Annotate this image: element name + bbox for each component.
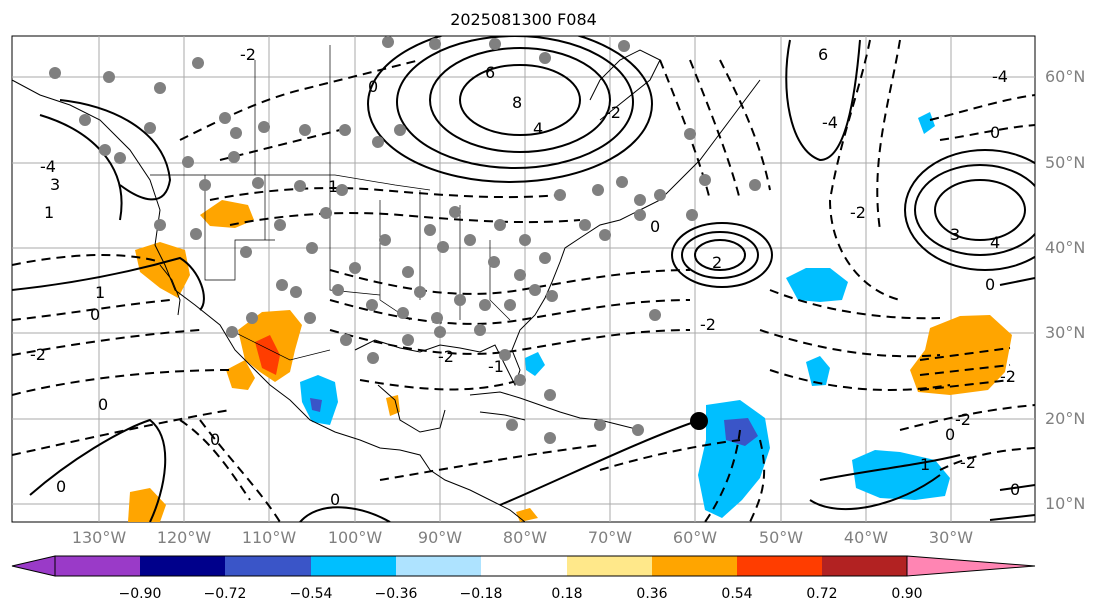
contour-label: 3 xyxy=(950,225,960,244)
lat-label: 10°N xyxy=(1045,494,1086,513)
contour-label: 0 xyxy=(990,123,1000,142)
contour-label: -2 xyxy=(605,103,621,122)
contour-label: 2 xyxy=(712,253,722,272)
lat-label: 40°N xyxy=(1045,238,1086,257)
colorbar-over-arrow xyxy=(906,555,1036,577)
contour-label: 1 xyxy=(44,203,54,222)
lon-label: 130°W xyxy=(71,528,127,547)
colorbar-outline xyxy=(54,555,908,577)
contour-label: 0 xyxy=(945,425,955,444)
contour-label: -2 xyxy=(30,345,46,364)
contour-label: 0 xyxy=(56,477,66,496)
colorbar-bin xyxy=(396,556,481,576)
contour-label: -2 xyxy=(438,347,454,366)
lat-label: 20°N xyxy=(1045,409,1086,428)
contour-label: -2 xyxy=(960,453,976,472)
colorbar xyxy=(11,555,1036,577)
contour-label: 1 xyxy=(328,177,338,196)
contour-label: -2 xyxy=(955,410,971,429)
lon-label: 110°W xyxy=(241,528,297,547)
contour-label: 8 xyxy=(512,93,522,112)
lon-label: 40°W xyxy=(843,528,889,547)
coastlines xyxy=(12,49,761,522)
colorbar-bin xyxy=(652,556,737,576)
lon-label: 120°W xyxy=(156,528,212,547)
contour-label: 1 xyxy=(920,455,930,474)
map-title: 2025081300 F084 xyxy=(450,10,597,29)
positive-contours xyxy=(12,36,1035,522)
lon-label: 90°W xyxy=(417,528,463,547)
colorbar-bin xyxy=(311,556,396,576)
contour-label: -4 xyxy=(822,113,838,132)
lon-label: 30°W xyxy=(928,528,974,547)
contour-label: 0 xyxy=(90,305,100,324)
contour-label: 0 xyxy=(650,217,660,236)
colorbar-bin xyxy=(481,556,567,576)
lat-label: 50°N xyxy=(1045,153,1086,172)
lon-label: 80°W xyxy=(502,528,548,547)
colorbar-under-arrow xyxy=(11,555,56,577)
colorbar-tick-label: −0.90 xyxy=(118,586,162,602)
colorbar-tick-label: 0.90 xyxy=(891,586,923,602)
colorbar-bin xyxy=(567,556,652,576)
contour-label: 0 xyxy=(98,395,108,414)
contour-label: -4 xyxy=(992,67,1008,86)
contour-label: -2 xyxy=(850,203,866,222)
colorbar-bin xyxy=(737,556,822,576)
contour-label: 3 xyxy=(50,175,60,194)
lon-label: 60°W xyxy=(672,528,718,547)
lon-label: 100°W xyxy=(327,528,383,547)
lat-label: 60°N xyxy=(1045,67,1086,86)
contour-label: 4 xyxy=(533,119,543,138)
contour-label: 0 xyxy=(368,77,378,96)
colorbar-bin xyxy=(822,556,907,576)
contour-label: -2 xyxy=(240,45,256,64)
colorbar-tick-label: −0.72 xyxy=(203,586,247,602)
colorbar-tick-label: 0.18 xyxy=(551,586,583,602)
colorbar-tick-label: 0.54 xyxy=(721,586,753,602)
colorbar-tick-label: −0.54 xyxy=(289,586,333,602)
lon-label: 70°W xyxy=(587,528,633,547)
colorbar-tick-label: −0.36 xyxy=(374,586,418,602)
contour-label: 6 xyxy=(485,63,495,82)
contour-label: 4 xyxy=(990,233,1000,252)
lon-label: 50°W xyxy=(758,528,804,547)
contour-label: -2 xyxy=(700,315,716,334)
contour-label: -1 xyxy=(488,357,504,376)
colorbar-bin xyxy=(225,556,311,576)
negative-contours xyxy=(12,39,1035,522)
station-markers xyxy=(49,36,761,444)
contour-label: 6 xyxy=(818,45,828,64)
colorbar-bin xyxy=(55,556,140,576)
storm-center-marker xyxy=(690,412,708,430)
contour-label: 0 xyxy=(985,275,995,294)
contour-label: 0 xyxy=(1010,480,1020,499)
contour-label: -2 xyxy=(1000,367,1016,386)
lat-label: 30°N xyxy=(1045,323,1086,342)
colorbar-tick-label: −0.18 xyxy=(459,586,503,602)
contour-label: 1 xyxy=(95,283,105,302)
contour-label: -4 xyxy=(40,157,56,176)
colorbar-tick-label: 0.36 xyxy=(636,586,668,602)
contour-label: 0 xyxy=(210,430,220,449)
colorbar-bin xyxy=(140,556,225,576)
contour-label: 0 xyxy=(330,490,340,509)
colorbar-tick-label: 0.72 xyxy=(806,586,838,602)
contour-labels: 6 8 4 1 0 1 0 0 0 -2 -2 -1 -2 2 0 -4 4 3… xyxy=(30,45,1020,509)
